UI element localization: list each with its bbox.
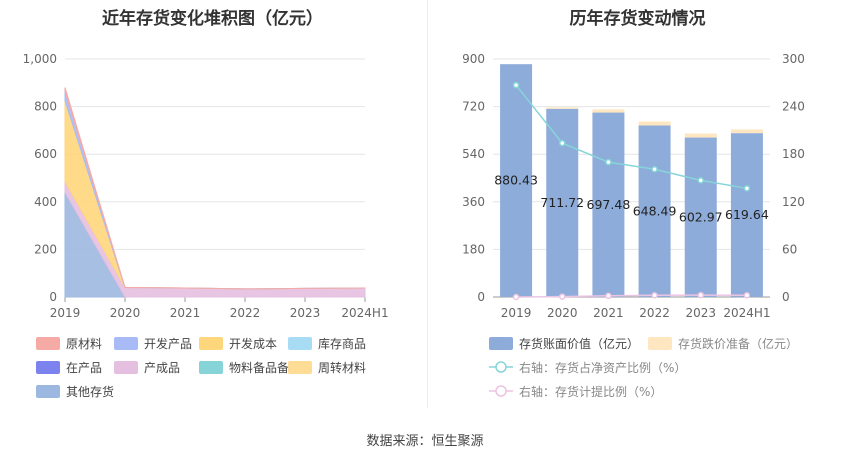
legend-swatch	[114, 337, 138, 350]
bar-data-label: 697.48	[587, 197, 631, 212]
inventory-to-equity-ratio-point	[605, 158, 612, 166]
legend-label: 右轴：存货计提比例（%）	[519, 384, 662, 399]
left-y-tick-label: 200	[34, 242, 57, 256]
right-y-tick-label: 360	[462, 195, 485, 209]
data-source-note: 数据来源：恒生聚源	[366, 434, 484, 449]
bar-book-value	[592, 112, 625, 297]
area-series-8	[64, 87, 366, 290]
right-y-tick-label: 540	[462, 147, 485, 161]
legend-line-marker	[495, 385, 507, 397]
legend-swatch	[648, 337, 672, 350]
legend-label: 库存商品	[318, 336, 366, 351]
legend-label: 产成品	[144, 361, 180, 375]
legend-swatch	[36, 337, 60, 350]
legend-label: 原材料	[66, 337, 102, 351]
bar-impairment-provision	[638, 121, 671, 126]
left-x-tick-label: 2020	[110, 306, 141, 320]
provision-ratio-point	[743, 292, 751, 299]
bar-impairment-provision	[684, 133, 717, 138]
right-y2-tick-label: 240	[782, 100, 805, 114]
legend-label: 存货账面价值（亿元）	[519, 336, 639, 351]
bar-book-value	[638, 125, 671, 297]
bar-impairment-provision	[730, 129, 763, 134]
inventory-to-equity-ratio-point	[743, 185, 751, 192]
right-y-tick-label: 900	[462, 52, 485, 66]
legend-swatch	[199, 337, 223, 350]
right-x-tick-label: 2019	[501, 306, 532, 320]
bar-book-value	[730, 133, 763, 297]
inventory-to-equity-ratio-point	[559, 139, 566, 147]
left-chart-title: 近年存货变化堆积图（亿元）	[102, 9, 323, 29]
legend-swatch	[36, 361, 60, 374]
left-y-tick-label: 400	[34, 195, 57, 209]
right-x-tick-label: 2023	[685, 306, 716, 320]
bar-data-label: 619.64	[725, 207, 769, 222]
legend-label: 周转材料	[318, 360, 366, 375]
right-y-tick-label: 0	[477, 290, 485, 304]
right-y2-tick-label: 0	[782, 290, 790, 304]
bar-impairment-provision	[546, 107, 579, 109]
left-y-tick-label: 1,000	[23, 52, 57, 66]
right-y2-tick-label: 300	[782, 52, 805, 66]
area-series-4	[64, 100, 366, 290]
legend-swatch	[288, 337, 312, 350]
legend-swatch	[489, 337, 513, 350]
bar-data-label: 602.97	[679, 209, 723, 224]
legend-line-marker	[495, 361, 507, 373]
left-x-tick-label: 2023	[290, 306, 321, 320]
right-x-tick-label: 2020	[547, 306, 578, 320]
legend-swatch	[114, 361, 138, 374]
right-y-tick-label: 180	[462, 242, 485, 256]
legend-label: 物料备品备件	[229, 361, 301, 375]
left-y-tick-label: 600	[34, 147, 57, 161]
inventory-to-equity-ratio-point	[512, 81, 520, 89]
left-x-tick-label: 2024H1	[341, 306, 388, 320]
inventory-to-equity-ratio-point	[697, 177, 704, 184]
right-x-tick-label: 2024H1	[723, 306, 770, 320]
legend-swatch	[199, 361, 223, 374]
bar-book-value	[684, 137, 717, 297]
left-x-tick-label: 2022	[230, 306, 261, 320]
left-x-tick-label: 2021	[170, 306, 201, 320]
right-x-tick-label: 2021	[593, 306, 624, 320]
right-y-tick-label: 720	[462, 100, 485, 114]
bar-impairment-provision	[592, 109, 625, 113]
inventory-to-equity-ratio-line	[515, 84, 748, 190]
provision-ratio-line	[516, 294, 747, 298]
bar-data-label: 648.49	[633, 203, 677, 218]
legend-label: 开发产品	[144, 336, 192, 351]
right-chart-title: 历年存货变动情况	[569, 9, 706, 29]
provision-ratio-point	[605, 292, 612, 300]
panel-divider	[427, 0, 428, 408]
legend-label: 其他存货	[66, 384, 114, 399]
legend-label: 在产品	[66, 361, 102, 375]
right-y2-tick-label: 180	[782, 147, 805, 161]
legend-label: 开发成本	[229, 336, 277, 351]
right-y2-tick-label: 60	[782, 242, 797, 256]
legend-label: 右轴：存货占净资产比例（%）	[519, 360, 686, 375]
left-y-tick-label: 800	[34, 100, 57, 114]
right-x-tick-label: 2022	[639, 306, 670, 320]
provision-ratio-point	[651, 292, 658, 299]
provision-ratio-point	[512, 293, 520, 301]
left-y-tick-label: 0	[49, 290, 57, 304]
legend-label: 存货跌价准备（亿元）	[678, 336, 798, 351]
bar-data-label: 711.72	[540, 195, 584, 210]
bar-book-value	[500, 64, 533, 298]
right-y2-tick-label: 120	[782, 195, 805, 209]
inventory-to-equity-ratio-point	[651, 166, 658, 173]
bar-data-label: 880.43	[494, 173, 538, 188]
left-x-tick-label: 2019	[50, 306, 81, 320]
provision-ratio-point	[697, 291, 704, 299]
legend-swatch	[288, 361, 312, 374]
legend-swatch	[36, 385, 60, 398]
provision-ratio-point	[559, 293, 566, 300]
